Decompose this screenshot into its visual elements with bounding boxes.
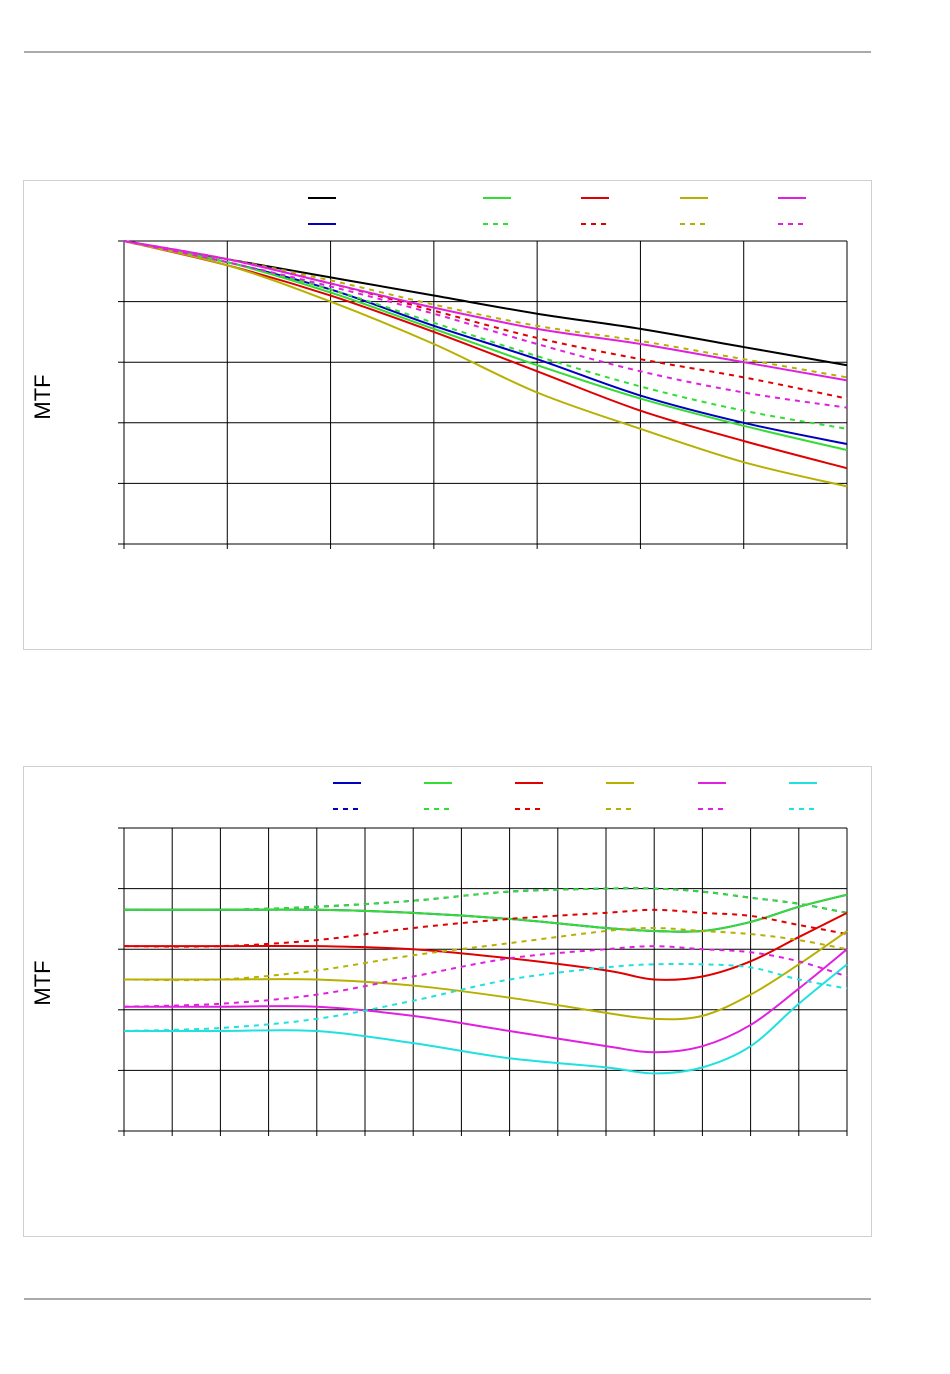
y-axis-label: MTF [30, 960, 55, 1005]
series-line [123, 240, 848, 382]
series-line [123, 962, 848, 1033]
series-line [123, 963, 848, 1075]
series-line [123, 240, 848, 409]
chart-frame [23, 766, 872, 1237]
series-line [123, 945, 848, 1008]
series-line [123, 930, 848, 1021]
series-line [123, 240, 848, 400]
series-line [123, 240, 848, 379]
chart-frame [23, 180, 872, 650]
series-line [124, 948, 848, 1054]
series-line [123, 240, 848, 452]
series-line [123, 908, 848, 948]
y-axis-label: MTF [30, 374, 55, 419]
series-line [123, 893, 848, 933]
series-line [123, 887, 848, 914]
series-line [123, 240, 848, 445]
series-line [123, 240, 848, 488]
series-line [123, 926, 848, 982]
series-line [123, 240, 848, 470]
series-line [123, 893, 848, 933]
series-line [123, 240, 848, 430]
series-line [124, 911, 848, 981]
